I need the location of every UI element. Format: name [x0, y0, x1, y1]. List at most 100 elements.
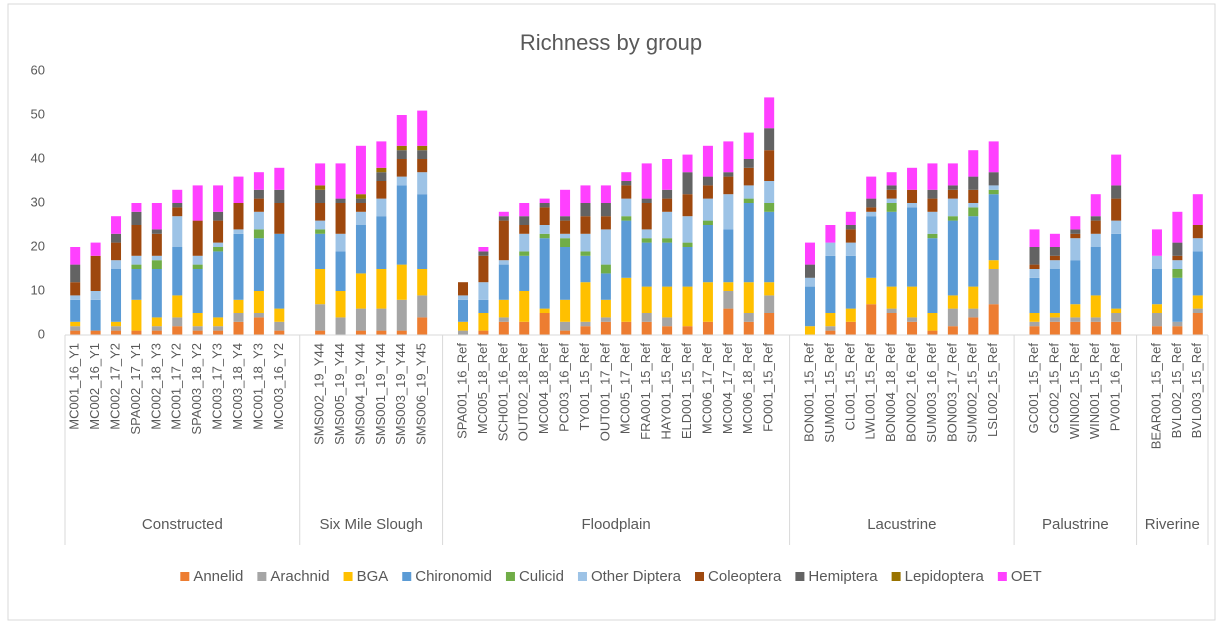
bar-segment [804, 242, 815, 265]
bar-segment [927, 330, 938, 335]
bar-segment [376, 141, 387, 168]
bar-segment [682, 286, 693, 327]
bar-segment [641, 321, 652, 335]
bar-segment [478, 282, 489, 300]
bar-segment [866, 216, 877, 278]
bar-segment [662, 317, 673, 327]
bar-segment [1151, 269, 1162, 305]
bar-segment [1029, 229, 1040, 247]
bar-segment [355, 273, 366, 309]
bar-segment [1070, 233, 1081, 239]
bar-segment [662, 326, 673, 335]
bar-segment [641, 203, 652, 230]
bar-segment [1111, 220, 1122, 234]
bar-segment [580, 321, 591, 327]
x-tick-label: FO001_15_Ref [761, 343, 776, 432]
bar-segment [907, 189, 918, 203]
bar-segment [1070, 238, 1081, 261]
bar-segment [886, 198, 897, 203]
bar-segment [600, 229, 611, 265]
bar-segment [396, 159, 407, 177]
bar-segment [111, 269, 122, 322]
bar-segment [458, 330, 469, 335]
x-tick-label: SMS003_19_Y44 [393, 343, 408, 445]
bar-segment [1049, 233, 1060, 247]
bar-segment [90, 255, 101, 291]
bar-segment [1111, 198, 1122, 221]
bar-segment [70, 330, 81, 335]
bar-segment [1090, 321, 1101, 335]
bar-segment [458, 295, 469, 300]
bar-segment [253, 172, 264, 190]
bar-segment [927, 313, 938, 331]
x-tick-label: MC002_18_Y3 [148, 343, 163, 430]
bar-segment [600, 185, 611, 203]
x-tick-label: MC005_17_Ref [618, 343, 633, 434]
legend-swatch [795, 572, 805, 581]
bar-segment [1111, 308, 1122, 313]
bar-segment [192, 313, 203, 327]
bar-segment [151, 326, 162, 331]
bar-segment [560, 330, 571, 335]
bar-segment [1049, 317, 1060, 322]
bar-segment [213, 251, 224, 318]
x-tick-label: LSL002_15_Ref [985, 343, 1000, 437]
bar-segment [621, 198, 632, 217]
bar-segment [560, 220, 571, 234]
bar-segment [192, 264, 203, 269]
bar-segment [335, 291, 346, 318]
bar-segment [1151, 313, 1162, 327]
bar-segment [1172, 269, 1183, 278]
bar-segment [70, 264, 81, 283]
bar-segment [641, 313, 652, 322]
x-tick-label: BVL003_15_Ref [1189, 343, 1204, 439]
bar-segment [702, 145, 713, 177]
x-tick-label: SMS002_19_Y44 [312, 343, 327, 445]
bar-segment [253, 317, 264, 335]
bar-segment [335, 251, 346, 291]
bar-segment [947, 185, 958, 190]
bar-segment [764, 282, 775, 296]
bar-segment [90, 330, 101, 335]
bar-segment [621, 216, 632, 221]
bar-segment [172, 207, 183, 217]
bar-segment [845, 308, 856, 322]
bar-segment [376, 330, 387, 335]
bar-segment [111, 233, 122, 243]
bar-segment [560, 321, 571, 331]
bar-segment [560, 247, 571, 300]
bar-segment [1151, 326, 1162, 335]
group-label: Constructed [142, 516, 223, 533]
bar-segment [682, 194, 693, 217]
bar-segment [968, 317, 979, 335]
bar-segment [886, 172, 897, 186]
bar-segment [519, 291, 530, 322]
bar-segment [641, 238, 652, 243]
bar-segment [580, 233, 591, 252]
bar-segment [1090, 194, 1101, 217]
legend-swatch [402, 572, 412, 581]
bar-segment [947, 220, 958, 296]
bar-segment [478, 251, 489, 256]
bar-segment [131, 299, 142, 331]
x-tick-label: SMS004_19_Y44 [352, 343, 367, 445]
bar-segment [478, 313, 489, 331]
bar-segment [702, 282, 713, 322]
legend-label: Chironomid [415, 568, 492, 585]
bar-segment [335, 317, 346, 335]
bar-segment [90, 242, 101, 256]
bar-segment [111, 330, 122, 335]
bar-segment [498, 321, 509, 335]
bar-segment [498, 260, 509, 265]
bar-segment [907, 203, 918, 208]
bar-segment [743, 313, 754, 322]
bar-segment [355, 225, 366, 274]
bar-segment [417, 172, 428, 195]
bar-segment [213, 317, 224, 327]
bar-segment [233, 229, 244, 234]
bar-segment [498, 317, 509, 322]
bar-segment [947, 163, 958, 186]
x-tick-label: BON002_16_Ref [903, 343, 918, 442]
x-tick-label: WIN001_15_Ref [1087, 343, 1102, 439]
bar-segment [743, 198, 754, 203]
